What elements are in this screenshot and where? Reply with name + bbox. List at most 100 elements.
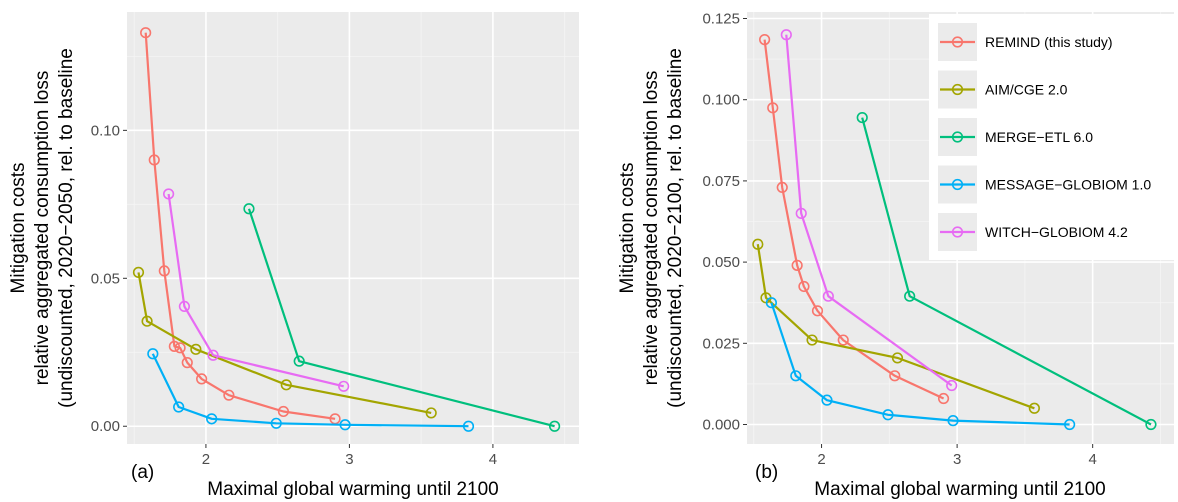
- y-tick-label: 0.025: [702, 335, 740, 352]
- series-point: [181, 357, 193, 369]
- series-point: [168, 340, 180, 352]
- y-tick-label: 0.05: [91, 270, 120, 287]
- series-point: [811, 305, 824, 317]
- x-tick-label: 3: [345, 451, 353, 468]
- series-point: [178, 300, 190, 313]
- chart-panel-a: 2 3 4 0.00 0.05 0.10 Maximal global warming un…: [8, 12, 579, 500]
- y-tick-label: 0.00: [91, 418, 120, 435]
- series-point: [270, 417, 282, 429]
- x-axis-title: Maximal global warming until 2100: [207, 479, 498, 500]
- legend-key-point: [951, 36, 964, 48]
- series-point: [821, 394, 833, 406]
- series-point: [856, 111, 868, 124]
- y-axis-title-line: (undiscounted, 2020−2050, rel. to baseli…: [56, 48, 77, 408]
- legend-label: REMIND (this study): [985, 34, 1113, 50]
- series-point: [882, 409, 894, 421]
- legend: REMIND (this study) AIM/CGE 2.0 MERGE−ETL …: [929, 14, 1175, 260]
- x-tick-label: 2: [817, 451, 825, 468]
- series-line: [785, 34, 953, 387]
- legend-key-point: [951, 131, 964, 143]
- series-point: [549, 420, 561, 432]
- series-point: [223, 389, 235, 401]
- y-axis-title-line: relative aggregated consumption loss: [641, 71, 662, 386]
- series-point: [837, 334, 849, 346]
- series-point: [206, 413, 218, 425]
- series-point: [425, 407, 437, 419]
- y-tick-label: 0.125: [702, 10, 740, 27]
- series-line: [144, 32, 336, 420]
- x-tick-label: 4: [489, 451, 497, 468]
- series-line: [167, 193, 344, 388]
- series-point: [174, 342, 186, 354]
- series-point: [190, 343, 202, 355]
- series-point: [780, 29, 792, 41]
- series-point: [795, 207, 807, 219]
- series-point: [798, 280, 810, 293]
- series-point: [822, 290, 834, 302]
- series-point: [790, 370, 802, 382]
- series-point: [891, 352, 904, 364]
- series-point: [759, 34, 771, 46]
- panel-label: (b): [755, 462, 778, 483]
- series-point: [462, 420, 475, 432]
- series-point: [1145, 418, 1157, 431]
- x-tick-label: 2: [202, 451, 210, 468]
- series-point: [147, 348, 159, 360]
- series-point: [141, 315, 153, 327]
- series-point: [765, 297, 778, 309]
- series-point: [1064, 418, 1076, 431]
- series-point: [937, 392, 950, 405]
- legend-key-point: [951, 178, 964, 191]
- series-point: [132, 266, 145, 278]
- y-tick-label: 0.100: [702, 92, 740, 109]
- legend-key-point: [951, 226, 964, 238]
- series-line: [763, 39, 945, 400]
- series-line: [247, 208, 555, 428]
- series-point: [140, 27, 152, 39]
- series-line: [137, 272, 432, 414]
- y-tick-label: 0.000: [702, 417, 740, 434]
- y-axis-title-line: Mitigation costs: [617, 163, 638, 294]
- y-tick-label: 0.050: [702, 254, 740, 271]
- series-point: [904, 290, 916, 302]
- series-point: [339, 419, 351, 431]
- series-point: [196, 373, 208, 385]
- series-point: [889, 370, 901, 382]
- series-line: [770, 302, 1070, 426]
- series-point: [277, 405, 290, 418]
- y-tick-label: 0.10: [91, 122, 120, 139]
- series-point: [752, 238, 764, 250]
- series-line: [151, 353, 469, 428]
- series-line: [756, 244, 1035, 410]
- y-axis-title-line: (undiscounted, 2020−2100, rel. to baseli…: [665, 48, 686, 408]
- series-point: [173, 401, 185, 413]
- y-axis-title-line: relative aggregated consumption loss: [32, 71, 53, 386]
- x-axis-title: Maximal global warming until 2100: [814, 479, 1105, 500]
- series-point: [767, 102, 779, 114]
- series-point: [946, 379, 958, 392]
- series-line: [861, 117, 1152, 426]
- legend-key-point: [951, 83, 964, 96]
- x-tick-label: 3: [953, 451, 961, 468]
- series-point: [338, 380, 350, 392]
- legend-label: AIM/CGE 2.0: [985, 82, 1068, 98]
- legend-label: WITCH−GLOBIOM 4.2: [985, 224, 1128, 240]
- series-point: [806, 334, 818, 346]
- series-point: [280, 379, 292, 391]
- series-point: [158, 265, 170, 277]
- y-tick-label: 0.075: [702, 173, 740, 190]
- series-point: [148, 154, 160, 166]
- x-tick-label: 4: [1088, 451, 1096, 468]
- series-point: [776, 181, 788, 193]
- series-point: [243, 203, 255, 215]
- series-point: [163, 188, 175, 200]
- plot-background: [127, 12, 579, 444]
- y-axis-title-line: Mitigation costs: [8, 163, 29, 294]
- legend-label: MERGE−ETL 6.0: [985, 129, 1093, 145]
- series-point: [207, 349, 219, 361]
- legend-label: MESSAGE−GLOBIOM 1.0: [985, 177, 1151, 193]
- series-point: [293, 355, 305, 367]
- series-point: [1028, 402, 1040, 414]
- series-point: [947, 415, 959, 427]
